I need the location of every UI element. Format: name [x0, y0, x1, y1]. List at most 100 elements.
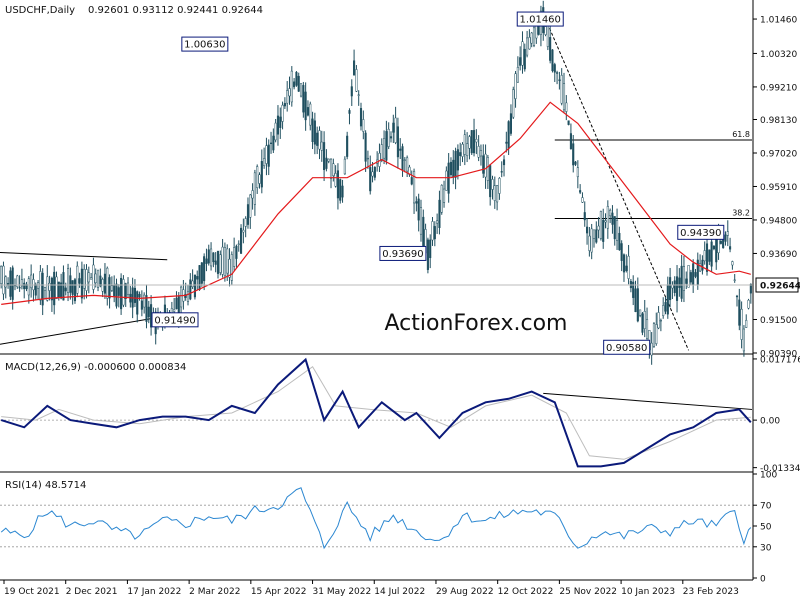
x-tick-label: 25 Nov 2022: [559, 587, 617, 597]
candle-body: [567, 120, 570, 125]
moving-average-line: [1, 101, 751, 305]
x-tick-label: 2 Dec 2021: [66, 587, 118, 597]
candle-body: [639, 309, 642, 316]
candle-body: [636, 288, 639, 322]
candle-body: [237, 243, 240, 245]
rsi-tick-label: 70: [760, 502, 772, 512]
candle-body: [341, 185, 344, 198]
candle-body: [316, 132, 319, 146]
x-tick-label: 19 Oct 2021: [4, 587, 60, 597]
macd-tick-label: 0.00: [760, 417, 780, 427]
candle-body: [544, 26, 547, 35]
candle-body: [699, 263, 702, 272]
candle-body: [472, 130, 476, 154]
candle-body: [500, 171, 503, 173]
candle-body: [742, 328, 745, 352]
candle-body: [680, 265, 683, 299]
rsi-line: [0, 487, 752, 550]
candle-body: [210, 248, 213, 267]
candle-body: [419, 207, 423, 235]
price-tick-label: 0.97020: [760, 149, 797, 159]
candle-body: [212, 252, 215, 263]
candle-body: [269, 142, 273, 144]
candle-body: [426, 239, 429, 270]
candle-body: [436, 220, 439, 224]
candle-body: [685, 278, 688, 284]
candle-body: [470, 130, 473, 154]
candle-body: [138, 293, 141, 298]
candle-body: [475, 138, 478, 143]
candle-body: [133, 287, 136, 303]
candle-body: [643, 311, 646, 329]
candle-body: [528, 37, 531, 50]
candle-body: [477, 146, 480, 158]
candle-body: [496, 185, 499, 203]
candle-body: [346, 135, 349, 157]
candle-body: [565, 102, 568, 112]
macd-label: MACD(12,26,9) -0.000600 0.000834: [5, 362, 186, 373]
dashed-downtrend-line: [545, 18, 690, 351]
candle-body: [191, 280, 194, 287]
candle-body: [512, 89, 515, 118]
candle-body: [632, 281, 635, 298]
candle-body: [198, 265, 201, 290]
candle-body: [353, 60, 356, 76]
candles: [0, 0, 752, 365]
candle-body: [136, 291, 139, 315]
macd-y-axis: 0.017176 0.00 -0.01334: [753, 355, 800, 474]
macd-lines: [0, 357, 753, 468]
candle-body: [583, 212, 586, 221]
candle-body: [92, 264, 95, 290]
candle-body: [9, 270, 12, 297]
candle-body: [620, 243, 623, 261]
candle-body: [689, 272, 692, 283]
candle-body: [23, 282, 26, 290]
price-tick-label: 0.93690: [760, 250, 797, 260]
candle-body: [50, 277, 53, 301]
candle-body: [569, 133, 572, 150]
candle-body: [747, 299, 750, 309]
candle-body: [276, 115, 280, 135]
candle-body: [673, 280, 676, 293]
candle-body: [283, 103, 286, 107]
candle-body: [399, 148, 402, 151]
candle-body: [267, 144, 270, 167]
rsi-line: [0, 487, 752, 550]
candle-body: [461, 144, 464, 157]
candle-body: [249, 194, 252, 218]
candle-body: [279, 116, 282, 128]
candle-body: [350, 86, 353, 97]
candle-body: [11, 267, 14, 300]
x-tick-label: 15 Apr 2022: [251, 587, 307, 597]
candle-body: [526, 37, 529, 56]
candle-body: [66, 268, 70, 293]
candle-body: [597, 225, 600, 231]
candle-body: [745, 320, 748, 328]
price-tick-label: 1.00320: [760, 50, 797, 60]
candle-body: [214, 260, 217, 265]
candle-body: [733, 279, 736, 281]
candle-body: [246, 204, 250, 225]
annotation-label: 0.93690: [382, 249, 423, 260]
candle-body: [25, 284, 28, 290]
candle-body: [505, 141, 508, 144]
candle-body: [106, 267, 109, 299]
candle-body: [592, 229, 596, 239]
candle-body: [738, 299, 741, 326]
annotation-label: 1.01460: [520, 15, 561, 26]
candle-body: [90, 277, 93, 280]
candle-body: [73, 279, 77, 302]
candle-body: [373, 166, 376, 178]
candle-body: [57, 281, 60, 298]
candle-body: [452, 159, 455, 178]
candle-body: [343, 158, 346, 175]
candle-body: [482, 155, 485, 174]
triangle-lower-trendline: [0, 315, 168, 345]
candle-body: [110, 285, 113, 291]
candle-body: [687, 265, 690, 288]
candle-body: [253, 172, 256, 205]
candle-body: [652, 323, 656, 347]
candle-body: [579, 190, 582, 193]
candle-body: [309, 103, 312, 126]
